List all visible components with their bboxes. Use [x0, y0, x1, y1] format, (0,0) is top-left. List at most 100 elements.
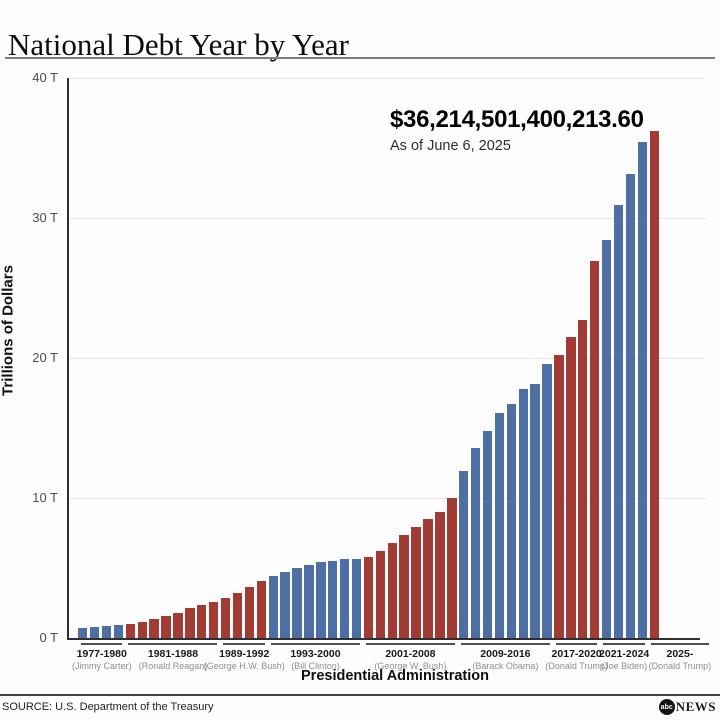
- group-years-label: 2021-2024: [599, 648, 650, 660]
- bar-1978: [89, 627, 100, 638]
- as-of-date: As of June 6, 2025: [390, 138, 511, 154]
- group-president-label: (George H.W. Bush): [203, 661, 285, 671]
- bar-1986: [185, 608, 195, 638]
- debt-annotation: $36,214,501,400,213.60 As of June 6, 202…: [390, 106, 644, 154]
- administration-group: 2021-2024 (Joe Biden): [599, 643, 650, 671]
- y-tick-label: 0 T: [39, 630, 58, 645]
- bar-2003: [387, 543, 397, 638]
- group-underline: [270, 643, 360, 645]
- group-president-label: (George W. Bush): [374, 661, 447, 671]
- administration-group: 1977-1980 (Jimmy Carter): [72, 643, 132, 671]
- group-years-label: 1981-1988: [147, 648, 199, 660]
- group-president-label: (Ronald Reagan): [138, 661, 208, 671]
- bar-2014: [518, 388, 528, 638]
- bar-1988: [208, 601, 219, 638]
- bar-1979: [101, 626, 112, 638]
- bar-2013: [506, 403, 517, 638]
- administration-group: 2025- (Donald Trump): [648, 643, 712, 671]
- bar-1989: [220, 597, 231, 638]
- bars-row: [78, 78, 659, 638]
- group-years-label: 2025-: [666, 648, 694, 660]
- bar-2005: [411, 526, 421, 638]
- y-tick-label: 10 T: [32, 490, 58, 505]
- bar-2024: [637, 141, 647, 638]
- administration-group: 1989-1992 (George H.W. Bush): [204, 643, 285, 671]
- group-president-label: (Donald Trump): [545, 661, 608, 671]
- group-underline: [555, 643, 598, 645]
- bar-2020: [589, 260, 600, 638]
- bar-1980: [113, 625, 124, 638]
- y-tick-label: 30 T: [32, 210, 58, 225]
- bar-1996: [304, 564, 314, 638]
- page-title: National Debt Year by Year: [8, 26, 349, 62]
- bar-2000: [351, 558, 362, 638]
- bar-2016: [542, 364, 552, 638]
- bar-2018: [566, 336, 576, 638]
- bar-2006: [423, 518, 433, 638]
- abc-circle-icon: abc: [658, 699, 675, 715]
- footer-divider: [0, 694, 720, 696]
- plot-area: [67, 78, 705, 640]
- bar-1985: [173, 612, 183, 638]
- bar-2023: [625, 173, 636, 638]
- bar-1984: [161, 616, 171, 638]
- bar-1987: [197, 605, 207, 638]
- bar-2007: [435, 511, 445, 638]
- bar-2015: [530, 383, 540, 638]
- bar-1977: [78, 628, 88, 638]
- group-years-label: 1993-2000: [290, 648, 341, 660]
- group-underline: [128, 643, 218, 645]
- group-underline: [460, 643, 550, 645]
- bar-2022: [613, 204, 624, 638]
- group-years-label: 1977-1980: [76, 648, 127, 660]
- bar-2012: [494, 413, 505, 638]
- y-axis-ticks: 0 T 10 T 20 T 30 T 40 T: [0, 70, 60, 645]
- bar-1990: [232, 592, 243, 638]
- group-president-label: (Donald Trump): [648, 661, 712, 671]
- bar-2002: [375, 550, 386, 638]
- gridline-40T: [69, 78, 705, 79]
- bar-1994: [280, 572, 290, 638]
- bar-2025: [649, 131, 659, 638]
- administration-group: 2009-2016 (Barack Obama): [458, 643, 553, 671]
- bar-1998: [328, 560, 338, 638]
- bar-1991: [244, 586, 255, 638]
- administration-labels: 1977-1980 (Jimmy Carter) 1981-1988 (Ronald …: [72, 643, 712, 671]
- y-tick-label: 40 T: [32, 70, 58, 85]
- group-underline: [650, 643, 709, 645]
- group-years-label: 2009-2016: [480, 648, 531, 660]
- bar-1981: [125, 624, 136, 638]
- bar-1993: [268, 576, 278, 638]
- group-president-label: (Jimmy Carter): [72, 661, 132, 671]
- bar-2009: [459, 471, 469, 638]
- administration-group: 1993-2000 (Bill Clinton): [268, 643, 363, 671]
- bar-2008: [447, 497, 457, 638]
- gridline-10T: [69, 498, 705, 499]
- administration-group: 2017-2020 (Donald Trump): [545, 643, 608, 671]
- group-president-label: (Barack Obama): [472, 661, 539, 671]
- group-years-label: 2017-2020: [551, 648, 602, 660]
- gridline-20T: [69, 358, 705, 359]
- group-underline: [223, 643, 265, 645]
- bar-1983: [149, 618, 159, 638]
- bar-2011: [482, 430, 493, 638]
- news-wordmark: NEWS: [675, 699, 716, 714]
- administration-group: 2001-2008 (George W. Bush): [363, 643, 458, 671]
- y-tick-label: 20 T: [32, 350, 58, 365]
- debt-amount: $36,214,501,400,213.60: [390, 106, 644, 133]
- bar-1992: [256, 581, 266, 638]
- bar-1982: [137, 622, 147, 638]
- bar-2001: [363, 556, 374, 638]
- bar-1995: [292, 568, 302, 638]
- bar-2019: [578, 319, 588, 638]
- bar-1999: [339, 558, 350, 638]
- group-years-label: 1989-1992: [219, 648, 270, 660]
- gridline-30T: [69, 218, 705, 219]
- group-underline: [603, 643, 645, 645]
- group-president-label: (Bill Clinton): [291, 661, 340, 671]
- group-years-label: 2001-2008: [385, 648, 436, 660]
- header-divider: [5, 57, 715, 59]
- bar-2010: [470, 448, 481, 638]
- bar-2021: [601, 239, 612, 638]
